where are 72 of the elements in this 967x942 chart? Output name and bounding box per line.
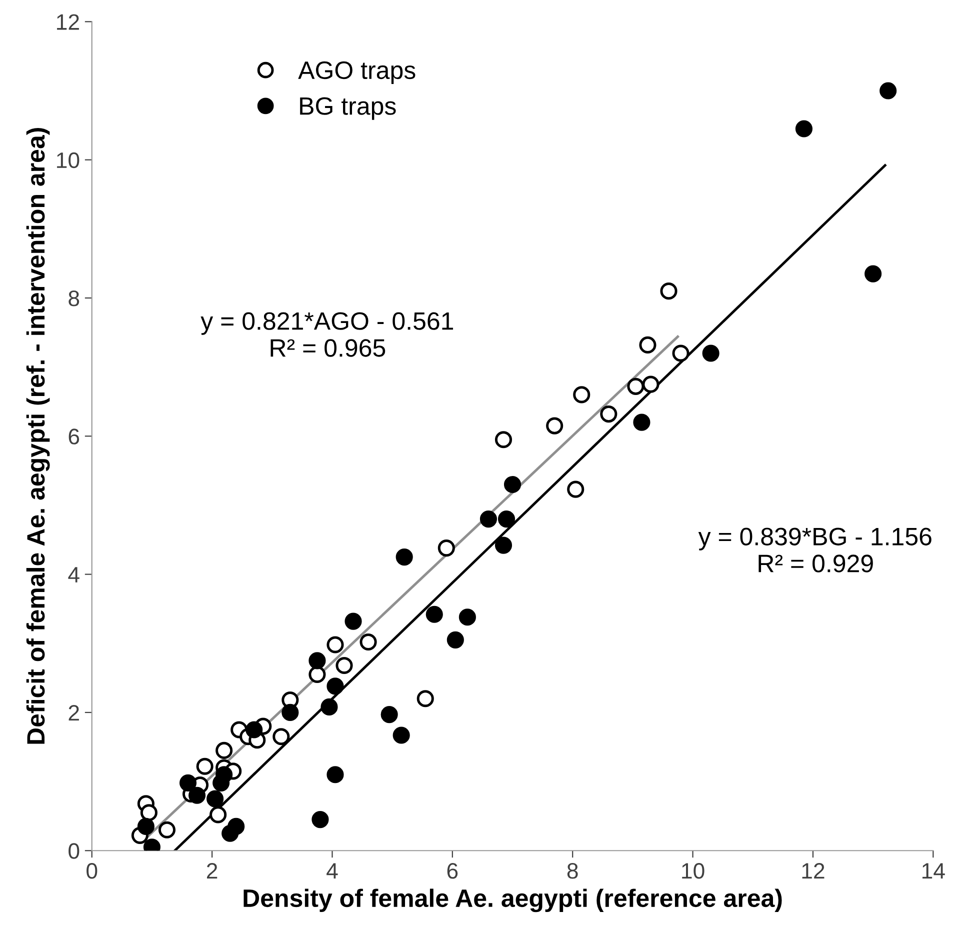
point (392, 726, 410, 744)
point (446, 631, 464, 648)
point (282, 704, 299, 721)
x-tick-label: 0 (86, 863, 98, 879)
point (642, 376, 660, 393)
point (140, 804, 158, 822)
legend-label: AGO traps (298, 61, 416, 84)
point (702, 344, 720, 362)
x-axis-title: Density of female Ae. aegypti (reference area) (244, 888, 782, 912)
point (546, 417, 564, 434)
point (196, 758, 214, 775)
y-tick-label: 6 (68, 428, 80, 444)
y-tick-label: 2 (68, 705, 79, 721)
point (216, 742, 233, 759)
point (672, 344, 690, 362)
point (494, 536, 512, 554)
point (380, 706, 398, 724)
point (627, 378, 644, 395)
y-tick-label: 10 (57, 152, 80, 168)
point (880, 82, 897, 100)
point (179, 774, 197, 792)
point (272, 728, 290, 746)
point (396, 548, 413, 566)
point (795, 120, 812, 138)
x-tick-label: 14 (922, 863, 945, 879)
point (210, 806, 227, 824)
y-tick-label: 8 (68, 290, 80, 306)
point (426, 606, 443, 623)
point (158, 821, 176, 838)
point (216, 766, 233, 784)
point (600, 406, 618, 423)
x-tick-label: 8 (567, 863, 578, 879)
point (308, 652, 326, 670)
point (326, 678, 344, 695)
point (573, 386, 590, 404)
y-tick-label: 0 (68, 843, 80, 859)
point (416, 690, 434, 708)
point (498, 510, 516, 528)
legend-label: BG traps (300, 97, 396, 120)
point (639, 336, 656, 354)
point (567, 480, 584, 498)
x-tick-label: 2 (206, 863, 218, 879)
point (228, 818, 245, 835)
point (320, 698, 338, 716)
point (246, 721, 263, 738)
point (137, 818, 154, 835)
point (458, 608, 476, 626)
point (336, 656, 353, 674)
y-tick-label: 12 (57, 14, 79, 30)
x-tick-label: 6 (447, 863, 458, 879)
y-tick-label: 4 (68, 567, 80, 582)
point (308, 666, 326, 684)
point (326, 766, 344, 784)
point (188, 786, 206, 804)
annotation: y = 0.839*BG - 1.156 R² = 0.929 (698, 528, 932, 572)
point (633, 414, 650, 431)
x-tick-label: 12 (802, 863, 824, 879)
annotation: y = 0.821*AGO - 0.561 R² = 0.965 (200, 312, 454, 357)
x-tick-label: 10 (682, 863, 704, 879)
point (480, 510, 498, 528)
point (494, 431, 512, 448)
y-axis-title: Deficit of female Ae. aegypti (ref. - intervention area) (26, 128, 50, 744)
point (344, 612, 362, 630)
point (206, 790, 224, 808)
x-tick-label: 4 (326, 863, 338, 879)
point (660, 282, 678, 300)
point (312, 811, 329, 828)
point (360, 633, 377, 651)
point (326, 636, 344, 654)
point (438, 540, 455, 557)
point (864, 265, 882, 282)
point (504, 476, 522, 494)
